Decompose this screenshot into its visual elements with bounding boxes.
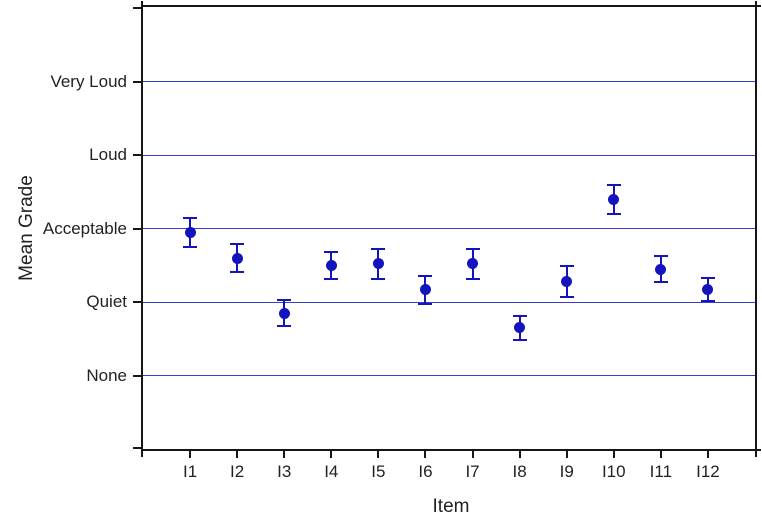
x-tick-i8 <box>518 451 521 458</box>
error-bar-cap-top-i6 <box>418 274 433 277</box>
error-bar-cap-bottom-i1 <box>183 246 198 249</box>
x-tick-label-i3: I3 <box>277 462 292 481</box>
error-bar-cap-top-i9 <box>559 265 574 268</box>
y-tick-label-very-loud: Very Loud <box>50 71 127 91</box>
marker-i6 <box>419 284 431 296</box>
marker-i11 <box>655 263 667 275</box>
x-axis-title: Item <box>432 496 470 517</box>
plot-area <box>133 5 757 451</box>
y-tick-none <box>133 374 141 377</box>
axis-corner-stub <box>755 1 757 5</box>
marker-i7 <box>467 258 479 270</box>
x-tick-i3 <box>283 451 286 458</box>
gridline-quiet <box>143 301 755 303</box>
axis-corner-stub <box>755 451 757 457</box>
x-tick-label-i7: I7 <box>465 462 480 481</box>
x-tick-label-i12: I12 <box>696 462 720 481</box>
x-tick-i5 <box>377 451 380 458</box>
error-bar-cap-bottom-i7 <box>465 277 480 280</box>
gridline-loud <box>143 154 755 156</box>
y-tick-loud <box>133 154 141 157</box>
error-bar-cap-top-i5 <box>371 248 386 251</box>
y-tick-quiet <box>133 301 141 304</box>
y-tick-label-none: None <box>86 365 127 385</box>
marker-i1 <box>184 226 196 238</box>
y-tick-label-acceptable: Acceptable <box>42 218 127 238</box>
marker-i9 <box>561 276 573 288</box>
axis-corner-stub <box>757 449 761 451</box>
x-tick-label-i1: I1 <box>182 462 198 481</box>
error-bar-cap-bottom-i10 <box>606 213 621 216</box>
error-bar-cap-top-i11 <box>653 254 668 257</box>
y-tick-acceptable <box>133 227 141 230</box>
y-tick-label-quiet: Quiet <box>86 292 127 312</box>
marker-i12 <box>702 284 714 296</box>
x-tick-i10 <box>612 451 615 458</box>
y-axis-end-tick <box>133 447 141 449</box>
x-tick-label-i6: I6 <box>418 462 433 481</box>
error-bar-cap-bottom-i5 <box>371 277 386 280</box>
x-tick-i2 <box>236 451 239 458</box>
x-tick-label-i11: I11 <box>649 462 673 481</box>
error-bar-cap-top-i3 <box>277 298 292 301</box>
x-tick-i1 <box>189 451 192 458</box>
error-bar-cap-top-i8 <box>512 315 527 318</box>
error-bar-cap-bottom-i11 <box>653 281 668 284</box>
marker-i2 <box>231 252 243 264</box>
error-bar-cap-bottom-i8 <box>512 338 527 341</box>
x-tick-i4 <box>330 451 333 458</box>
x-tick-label-i10: I10 <box>601 462 626 481</box>
marker-i3 <box>278 307 290 319</box>
axis-corner-stub <box>757 5 761 7</box>
y-tick-label-loud: Loud <box>89 145 127 165</box>
x-tick-label-i8: I8 <box>512 462 527 481</box>
y-tick-very-loud <box>133 80 141 83</box>
x-tick-label-i5: I5 <box>371 462 386 481</box>
x-tick-i12 <box>706 451 709 458</box>
error-bar-cap-bottom-i3 <box>277 325 292 328</box>
marker-i10 <box>608 193 620 205</box>
marker-i4 <box>325 259 337 271</box>
error-bar-cap-bottom-i6 <box>418 302 433 305</box>
gridline-acceptable <box>143 228 755 230</box>
error-bar-cap-top-i7 <box>465 248 480 251</box>
x-tick-label-i9: I9 <box>559 462 574 481</box>
x-tick-i11 <box>659 451 662 458</box>
marker-i8 <box>514 322 526 334</box>
x-tick-label-i2: I2 <box>230 462 245 481</box>
gridline-none <box>143 375 755 377</box>
x-tick-label-i4: I4 <box>324 462 339 481</box>
error-bar-cap-top-i12 <box>700 276 715 279</box>
axis-corner-stub <box>141 451 143 457</box>
gridline-very-loud <box>143 81 755 83</box>
y-axis-end-tick <box>133 7 141 9</box>
x-tick-i7 <box>471 451 474 458</box>
x-tick-i9 <box>565 451 568 458</box>
error-bar-cap-top-i10 <box>606 183 621 186</box>
error-bar-cap-top-i2 <box>230 243 245 246</box>
error-bar-cap-bottom-i4 <box>324 277 339 280</box>
x-tick-i6 <box>424 451 427 458</box>
error-bar-cap-bottom-i12 <box>700 300 715 303</box>
marker-i5 <box>372 258 384 270</box>
axis-corner-stub <box>141 1 143 5</box>
error-bar-cap-bottom-i2 <box>230 271 245 274</box>
error-bar-cap-bottom-i9 <box>559 296 574 299</box>
error-bar-cap-top-i4 <box>324 251 339 254</box>
error-bar-cap-top-i1 <box>183 216 198 219</box>
